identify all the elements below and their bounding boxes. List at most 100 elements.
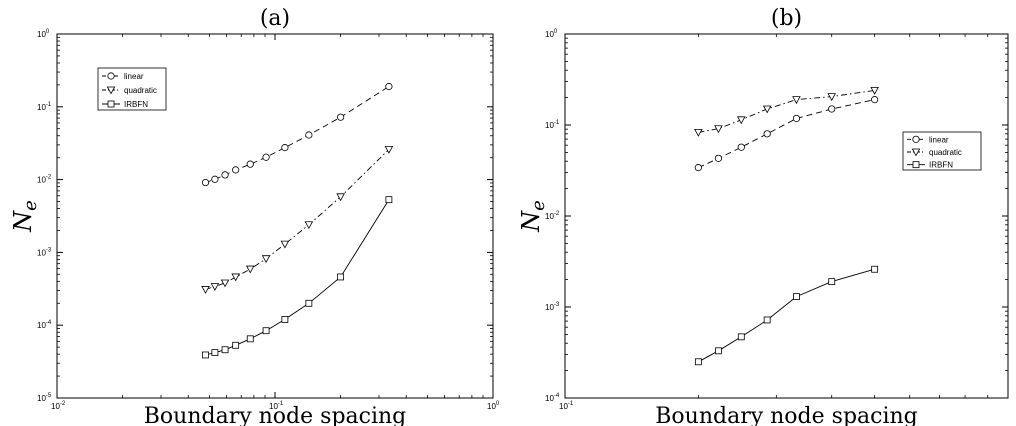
series-line bbox=[698, 99, 875, 169]
y-tick-label: 10-3 bbox=[545, 302, 560, 312]
marker-circle bbox=[221, 171, 229, 179]
legend: linear quadratic IRBFN bbox=[97, 67, 167, 111]
legend: linear quadratic IRBFN bbox=[902, 131, 982, 171]
x-axis-label: Boundary node spacing bbox=[655, 404, 918, 426]
series-irbfn bbox=[694, 265, 879, 366]
marker-circle bbox=[232, 166, 240, 174]
marker-triangle-down bbox=[694, 128, 703, 137]
marker-circle bbox=[337, 113, 345, 121]
series-linear bbox=[694, 96, 879, 172]
series-irbfn bbox=[202, 196, 393, 359]
chart-title: (a) bbox=[260, 6, 290, 31]
marker-circle bbox=[871, 96, 879, 104]
x-tick-label: 10-1 bbox=[269, 401, 284, 411]
marker-triangle-down bbox=[911, 148, 921, 157]
marker-circle bbox=[305, 131, 313, 139]
y-tick-label: 10-4 bbox=[545, 393, 560, 403]
marker-triangle-down bbox=[714, 125, 723, 134]
chart-panel-a: 10-2 10-1 100 10-5 10-4 10-3 10-2 10-1 100 (a) Bou… bbox=[9, 6, 500, 426]
marker-square bbox=[305, 299, 313, 307]
marker-square bbox=[107, 100, 115, 108]
y-tick-label: 10-3 bbox=[37, 247, 52, 257]
marker-square bbox=[912, 161, 920, 169]
marker-square bbox=[828, 278, 836, 286]
x-tick-label: 100 bbox=[487, 401, 500, 411]
x-axis-label: Boundary node spacing bbox=[144, 404, 407, 426]
marker-circle bbox=[385, 82, 393, 91]
marker-square bbox=[385, 196, 393, 204]
y-tick-label: 10-1 bbox=[545, 120, 560, 130]
x-tick-label: 10-2 bbox=[51, 401, 66, 411]
chart-title: (b) bbox=[771, 6, 802, 31]
marker-square bbox=[763, 316, 771, 324]
marker-square bbox=[246, 335, 254, 343]
marker-triangle-down bbox=[261, 255, 271, 264]
marker-square bbox=[232, 341, 240, 349]
series-quadratic bbox=[694, 87, 879, 137]
marker-triangle-down bbox=[106, 86, 116, 95]
marker-circle bbox=[107, 72, 115, 80]
legend-label: linear bbox=[124, 72, 144, 81]
legend-label: IRBFN bbox=[124, 100, 148, 109]
series-line bbox=[698, 268, 875, 363]
y-tick-label: 10-2 bbox=[37, 175, 52, 185]
legend-label: quadratic bbox=[929, 148, 962, 157]
series-line bbox=[205, 149, 390, 290]
y-tick-label: 10-5 bbox=[37, 393, 52, 403]
marker-circle bbox=[792, 114, 801, 123]
marker-triangle-down bbox=[384, 145, 394, 154]
marker-circle bbox=[763, 130, 771, 138]
marker-square bbox=[793, 293, 800, 301]
marker-triangle-down bbox=[762, 105, 772, 114]
marker-triangle-down bbox=[220, 279, 230, 288]
marker-circle bbox=[694, 164, 702, 172]
y-axis-label: Ne bbox=[9, 200, 41, 233]
marker-circle bbox=[246, 160, 254, 168]
marker-triangle-down bbox=[245, 265, 255, 274]
plot-area-frame bbox=[564, 33, 1009, 399]
marker-triangle-down bbox=[336, 193, 345, 202]
series-quadratic bbox=[201, 145, 394, 294]
marker-square bbox=[202, 351, 209, 359]
marker-triangle-down bbox=[210, 283, 220, 291]
marker-circle bbox=[828, 105, 836, 113]
marker-triangle-down bbox=[201, 286, 210, 294]
marker-triangle-down bbox=[231, 273, 240, 282]
x-tick-label: 10-1 bbox=[559, 401, 574, 411]
marker-square bbox=[715, 347, 722, 355]
series-line bbox=[205, 199, 390, 356]
marker-triangle-down bbox=[792, 96, 801, 105]
marker-triangle-down bbox=[304, 221, 314, 230]
marker-circle bbox=[211, 175, 219, 183]
marker-circle bbox=[262, 153, 270, 161]
marker-triangle-down bbox=[827, 93, 836, 102]
y-tick-label: 10-2 bbox=[545, 211, 560, 221]
marker-circle bbox=[737, 143, 745, 151]
legend-label: IRBFN bbox=[929, 161, 953, 170]
legend-label: quadratic bbox=[124, 86, 157, 95]
marker-triangle-down bbox=[280, 240, 290, 249]
marker-circle bbox=[201, 178, 210, 187]
marker-square bbox=[337, 273, 345, 281]
marker-circle bbox=[912, 135, 920, 143]
marker-square bbox=[871, 265, 879, 273]
series-linear bbox=[201, 82, 393, 187]
y-tick-label: 10-1 bbox=[37, 102, 52, 112]
y-tick-label: 100 bbox=[37, 29, 50, 39]
marker-square bbox=[211, 349, 219, 357]
marker-triangle-down bbox=[737, 116, 746, 125]
marker-square bbox=[221, 346, 229, 354]
legend-label: linear bbox=[929, 135, 949, 144]
marker-square bbox=[281, 316, 289, 323]
marker-square bbox=[694, 358, 702, 366]
marker-square bbox=[737, 333, 745, 341]
series-line bbox=[205, 86, 390, 184]
y-axis-label: Ne bbox=[517, 200, 549, 233]
y-tick-label: 10-4 bbox=[37, 320, 52, 330]
y-tick-label: 100 bbox=[545, 29, 558, 39]
marker-circle bbox=[714, 154, 723, 162]
marker-triangle-down bbox=[870, 87, 879, 95]
marker-square bbox=[262, 327, 270, 335]
